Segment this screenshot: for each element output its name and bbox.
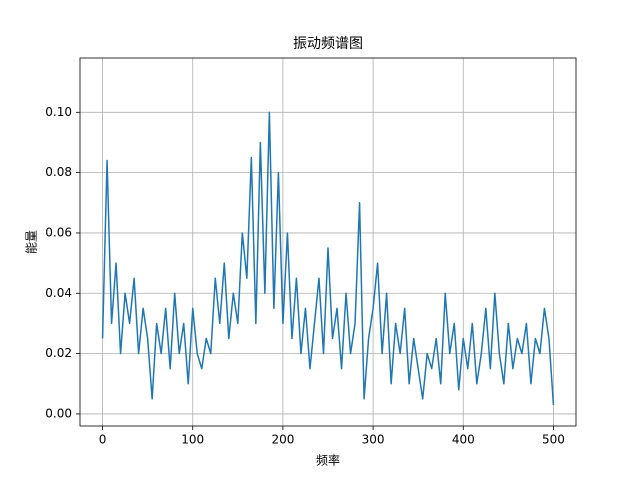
y-tick-label: 0.02 <box>45 346 72 360</box>
y-tick-label: 0.00 <box>45 406 72 420</box>
y-axis-label: 能量 <box>25 230 39 254</box>
x-axis-label: 频率 <box>316 453 340 468</box>
spectrum-line <box>101 111 555 405</box>
y-tick-label: 0.10 <box>45 105 72 119</box>
x-tick-label: 100 <box>181 433 204 447</box>
x-tick-label: 0 <box>99 433 107 447</box>
x-tick-label: 400 <box>452 433 475 447</box>
plot-frame <box>79 57 577 427</box>
x-tick-label: 300 <box>362 433 385 447</box>
y-tick-label: 0.04 <box>45 286 72 300</box>
y-tick-label: 0.08 <box>45 165 72 179</box>
x-tick-label: 200 <box>271 433 294 447</box>
chart-title: 振动频谱图 <box>293 36 363 52</box>
x-tick-label: 500 <box>542 433 565 447</box>
y-tick-label: 0.06 <box>45 225 72 239</box>
